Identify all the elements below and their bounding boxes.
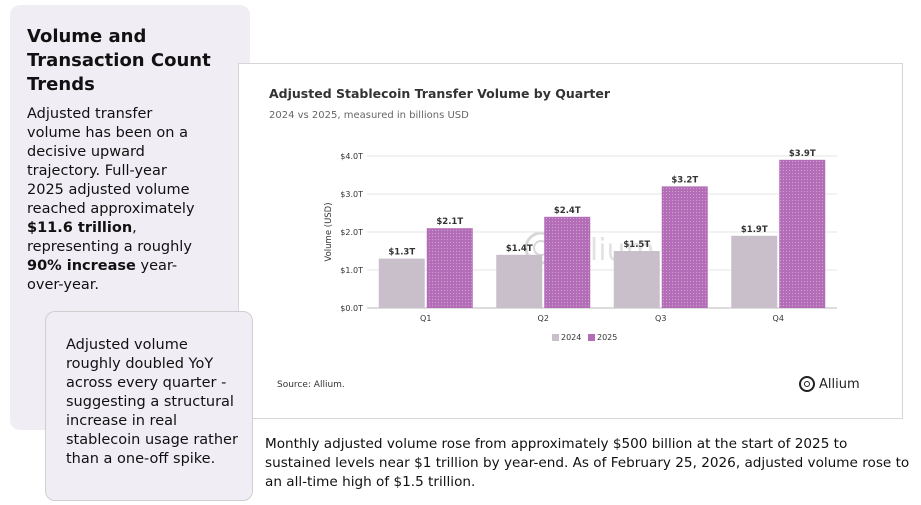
bar-value-label: $1.3T	[388, 248, 415, 258]
y-tick-label: $4.0T	[340, 152, 363, 161]
y-tick-label: $2.0T	[340, 228, 363, 237]
y-tick-label: $0.0T	[340, 304, 363, 313]
summary-text-part: year-over-year.	[27, 258, 178, 293]
bar-value-label: $1.9T	[741, 225, 768, 235]
bar-value-label: $3.9T	[789, 149, 816, 159]
chart-source: Source: Allium.	[277, 380, 345, 390]
legend-label: 2024	[561, 333, 581, 342]
bar-texture-Q3	[661, 186, 708, 308]
bar-value-label: $2.4T	[554, 206, 581, 216]
bar-value-label: $1.5T	[623, 240, 650, 250]
bar-texture-Q4	[779, 159, 826, 308]
x-tick-label: Q2	[538, 314, 549, 323]
bar-2024-Q2	[496, 254, 543, 308]
summary-text: Adjusted transfer volume has been on a d…	[27, 105, 197, 295]
brand-name: Allium	[819, 376, 860, 392]
bar-texture-Q1	[426, 228, 473, 308]
legend-swatch-2025	[588, 334, 595, 341]
legend-label: 2025	[597, 333, 617, 342]
y-tick-label: $3.0T	[340, 190, 363, 199]
summary-text-part: Adjusted transfer volume has been on a d…	[27, 106, 195, 217]
y-axis-label: Volume (USD)	[324, 202, 334, 261]
x-tick-label: Q4	[773, 314, 784, 323]
bar-value-label: $3.2T	[671, 175, 698, 185]
bar-texture-Q2	[544, 216, 591, 308]
x-tick-label: Q1	[420, 314, 431, 323]
legend-swatch-2024	[552, 334, 559, 341]
summary-text-part: , representing a roughly	[27, 220, 192, 255]
bar-2024-Q1	[378, 258, 425, 308]
summary-highlight-increase: 90% increase	[27, 258, 136, 274]
brand-logo: Allium	[799, 376, 860, 392]
x-tick-label: Q3	[655, 314, 666, 323]
section-title: Volume and Transaction Count Trends	[27, 26, 211, 95]
bar-2024-Q4	[731, 235, 778, 308]
chart-card: Allium $0.0T $1.0T $2.0T $3.0T $4.0T Volume (…	[238, 63, 903, 419]
chart-title: Adjusted Stablecoin Transfer Volume by Q…	[269, 86, 610, 101]
summary-highlight-volume: $11.6 trillion	[27, 220, 133, 236]
bar-2024-Q3	[613, 251, 660, 308]
bar-value-label: $2.1T	[436, 217, 463, 227]
bar-value-label: $1.4T	[506, 244, 533, 254]
quote-card: Adjusted volume roughly doubled YoY acro…	[45, 311, 253, 501]
footnote-text: Monthly adjusted volume rose from approx…	[265, 436, 910, 490]
chart-subtitle: 2024 vs 2025, measured in billions USD	[269, 110, 469, 121]
y-tick-label: $1.0T	[340, 266, 363, 275]
allium-logo-icon	[799, 376, 815, 392]
